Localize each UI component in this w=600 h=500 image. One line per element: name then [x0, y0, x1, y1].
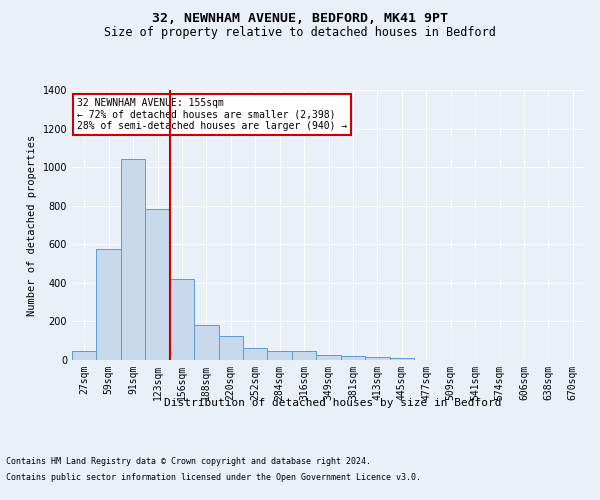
Bar [389, 358, 414, 360]
Bar [121, 160, 145, 360]
Bar [243, 348, 268, 360]
Bar [72, 352, 97, 360]
Text: Contains public sector information licensed under the Open Government Licence v3: Contains public sector information licen… [6, 472, 421, 482]
Bar [292, 352, 316, 360]
Bar [97, 249, 121, 360]
Bar [268, 352, 292, 360]
Bar [365, 357, 389, 360]
Text: 32 NEWNHAM AVENUE: 155sqm
← 72% of detached houses are smaller (2,398)
28% of se: 32 NEWNHAM AVENUE: 155sqm ← 72% of detac… [77, 98, 347, 132]
Bar [170, 279, 194, 360]
Text: Size of property relative to detached houses in Bedford: Size of property relative to detached ho… [104, 26, 496, 39]
Bar [145, 208, 170, 360]
Text: Distribution of detached houses by size in Bedford: Distribution of detached houses by size … [164, 398, 502, 407]
Text: Contains HM Land Registry data © Crown copyright and database right 2024.: Contains HM Land Registry data © Crown c… [6, 458, 371, 466]
Text: 32, NEWNHAM AVENUE, BEDFORD, MK41 9PT: 32, NEWNHAM AVENUE, BEDFORD, MK41 9PT [152, 12, 448, 26]
Y-axis label: Number of detached properties: Number of detached properties [27, 134, 37, 316]
Bar [194, 326, 218, 360]
Bar [341, 356, 365, 360]
Bar [218, 336, 243, 360]
Bar [316, 355, 341, 360]
